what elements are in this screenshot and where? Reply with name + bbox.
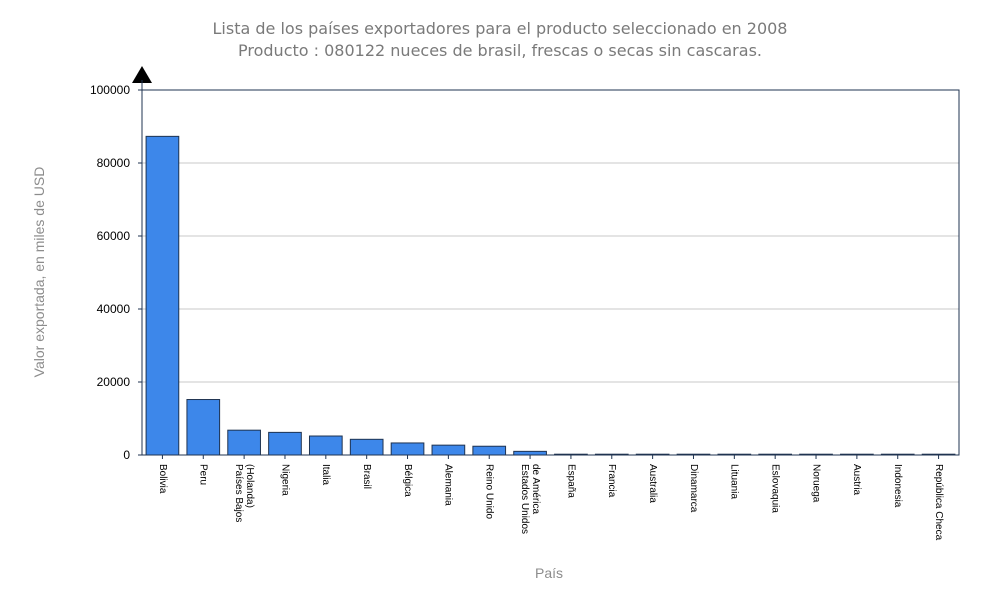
bar bbox=[145, 135, 180, 456]
bar bbox=[227, 429, 261, 456]
x-tick-label: Italia bbox=[320, 464, 331, 486]
gridlines bbox=[142, 162, 959, 383]
y-tick-label: 0 bbox=[123, 448, 130, 462]
x-tick-label: Francia bbox=[606, 464, 617, 498]
bar bbox=[308, 435, 343, 456]
bar bbox=[268, 431, 302, 456]
x-tick-label: Brasil bbox=[361, 464, 372, 489]
bars bbox=[145, 135, 956, 456]
x-tick-label: Alemania bbox=[443, 464, 454, 506]
y-tick-label: 40000 bbox=[97, 302, 131, 316]
x-axis-ticks: Bolivia Peru Países Bajos (Holanda) Nigeria I… bbox=[157, 455, 944, 541]
x-tick-label: Peru bbox=[198, 464, 209, 485]
x-tick-label: España bbox=[565, 464, 576, 498]
y-tick-label: 100000 bbox=[90, 83, 130, 97]
bar bbox=[186, 399, 221, 456]
x-tick-label: Lituania bbox=[729, 464, 740, 499]
x-tick-label: (Holanda) bbox=[244, 464, 255, 508]
x-tick-label: Bolivia bbox=[157, 464, 168, 494]
plot-area-frame bbox=[141, 89, 960, 456]
y-tick-label: 60000 bbox=[97, 229, 131, 243]
y-tick-label: 20000 bbox=[97, 375, 131, 389]
y-axis-title: Valor exportada, en miles de USD bbox=[31, 167, 47, 378]
x-tick-label: Dinamarca bbox=[688, 464, 699, 513]
x-tick-label: Indonesia bbox=[892, 464, 903, 508]
bar bbox=[349, 438, 384, 456]
y-tick-label: 80000 bbox=[97, 156, 131, 170]
y-axis-ticks: 0 20000 40000 60000 80000 100000 bbox=[90, 83, 142, 462]
bar bbox=[513, 450, 547, 456]
x-tick-label: Austria bbox=[851, 464, 862, 496]
x-tick-label: República Checa bbox=[933, 464, 944, 541]
x-tick-label: Reino Unido bbox=[484, 464, 495, 519]
x-tick-label: Australia bbox=[647, 464, 658, 503]
x-tick-label: de América bbox=[530, 464, 541, 514]
x-tick-label: Estados Unidos bbox=[519, 464, 530, 534]
y-axis-arrow-icon bbox=[132, 66, 152, 83]
x-tick-label: Noruega bbox=[810, 464, 821, 503]
chart-title-line-2: Producto : 080122 nueces de brasil, fres… bbox=[238, 41, 762, 60]
x-tick-label: Eslovaquia bbox=[770, 464, 781, 513]
bar bbox=[472, 445, 507, 456]
x-tick-label: Países Bajos bbox=[233, 464, 244, 522]
bar bbox=[390, 442, 425, 456]
x-axis-title: País bbox=[535, 565, 563, 581]
bar bbox=[431, 444, 466, 456]
x-tick-label: Bélgica bbox=[402, 464, 413, 497]
x-tick-label: Nigeria bbox=[279, 464, 290, 496]
chart-title-line-1: Lista de los países exportadores para el… bbox=[213, 19, 788, 38]
